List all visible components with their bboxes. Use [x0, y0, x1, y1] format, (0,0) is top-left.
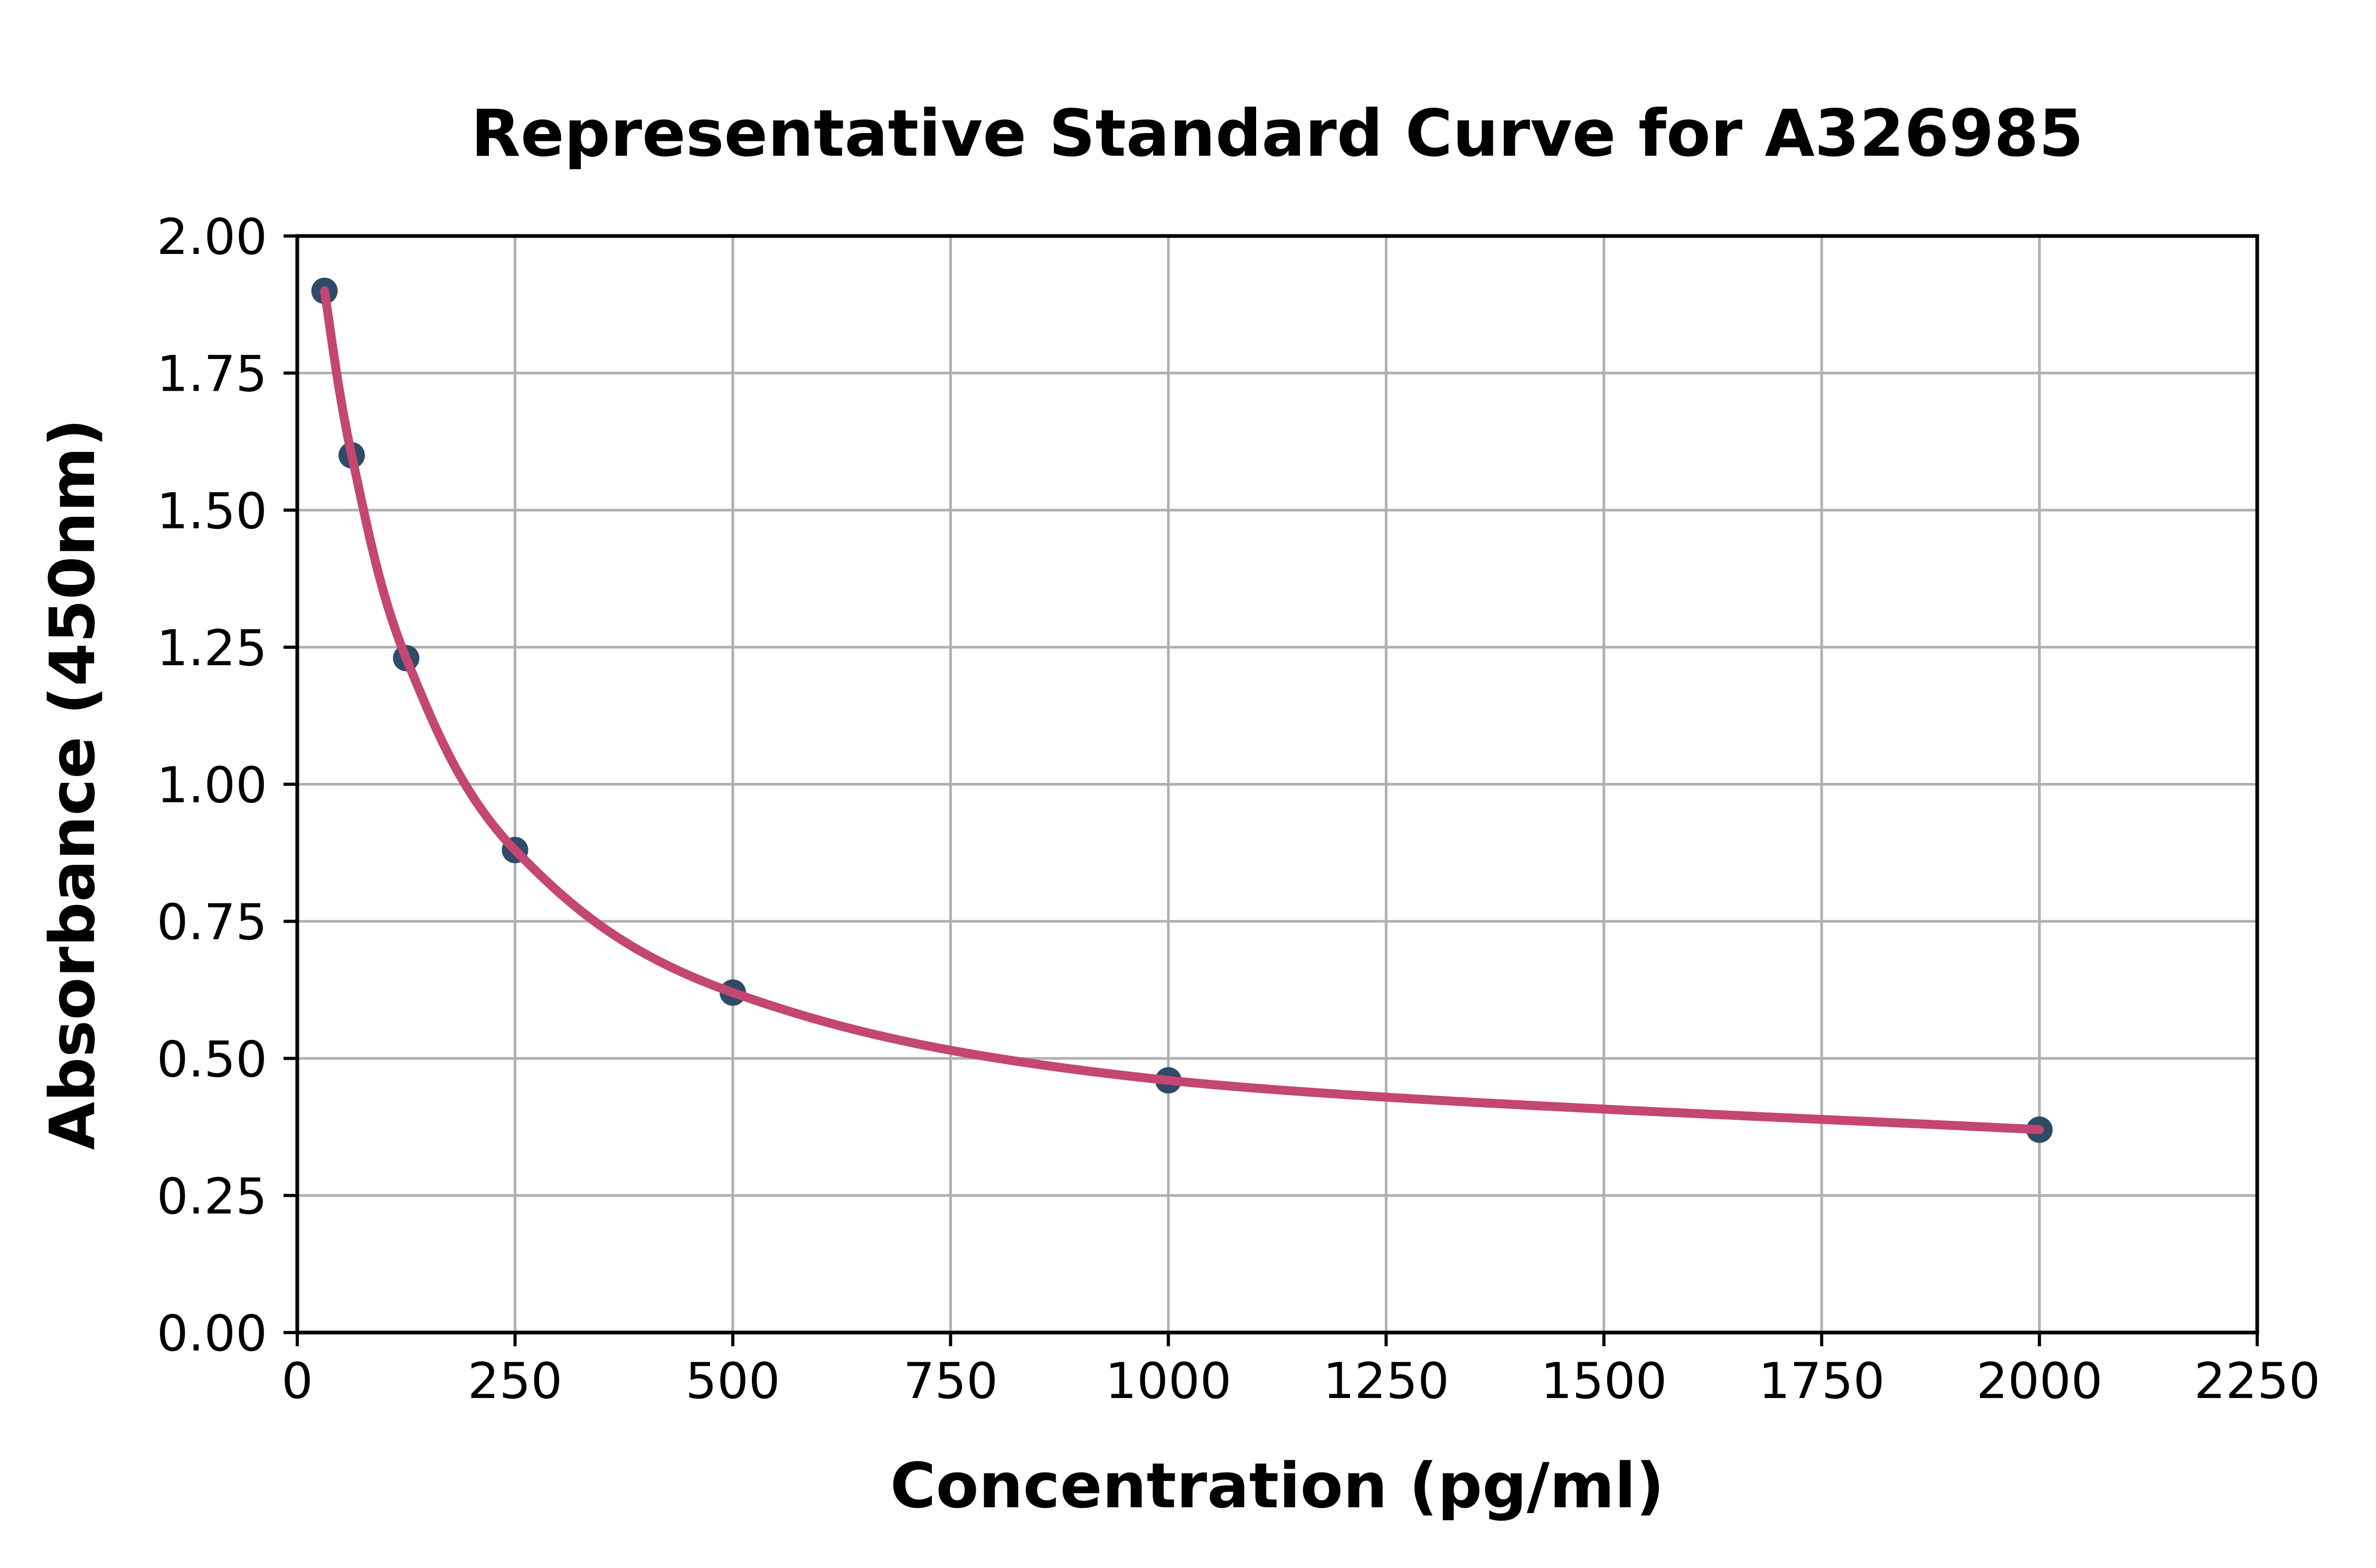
y-tick-label-0.75: 0.75 [157, 894, 267, 951]
chart-title: Representative Standard Curve for A32698… [471, 96, 2083, 171]
plot-border [295, 234, 2259, 1335]
y-tick-label-0.25: 0.25 [157, 1168, 267, 1225]
x-tick-label-1750: 1750 [1758, 1353, 1884, 1410]
x-tick-label-750: 750 [903, 1353, 998, 1410]
x-tick-label-2250: 2250 [2194, 1353, 2320, 1410]
y-tick-label-0: 0.00 [157, 1305, 267, 1363]
fit-curve [320, 286, 2044, 1135]
fit-curve-path [320, 286, 2044, 1135]
y-tick-label-2: 2.00 [157, 209, 267, 266]
y-tick-label-1.75: 1.75 [157, 346, 267, 403]
y-tick-labels: 0.00 0.25 0.50 0.75 1.00 1.25 1.50 1.75 2.00 [157, 209, 267, 1363]
x-tick-label-2000: 2000 [1976, 1353, 2102, 1410]
y-tick-label-1: 1.00 [157, 757, 267, 815]
y-tick-label-1.5: 1.50 [157, 483, 267, 540]
x-tick-label-1250: 1250 [1323, 1353, 1449, 1410]
x-tick-label-1000: 1000 [1105, 1353, 1231, 1410]
axes-spines [295, 234, 2259, 1335]
x-tick-label-0: 0 [281, 1353, 313, 1410]
x-axis-label: Concentration (pg/ml) [890, 1449, 1664, 1522]
y-tick-label-0.5: 0.50 [157, 1031, 267, 1089]
y-axis-label: Absorbance (450nm) [36, 419, 109, 1150]
axis-ticks [284, 234, 2259, 1346]
gridlines [297, 236, 2257, 1333]
x-tick-label-1500: 1500 [1541, 1353, 1667, 1410]
x-tick-labels: 0 250 500 750 1000 1250 1500 1750 2000 2250 [281, 1353, 2321, 1410]
y-tick-label-1.25: 1.25 [157, 620, 267, 677]
x-tick-label-250: 250 [468, 1353, 562, 1410]
x-tick-label-500: 500 [685, 1353, 780, 1410]
